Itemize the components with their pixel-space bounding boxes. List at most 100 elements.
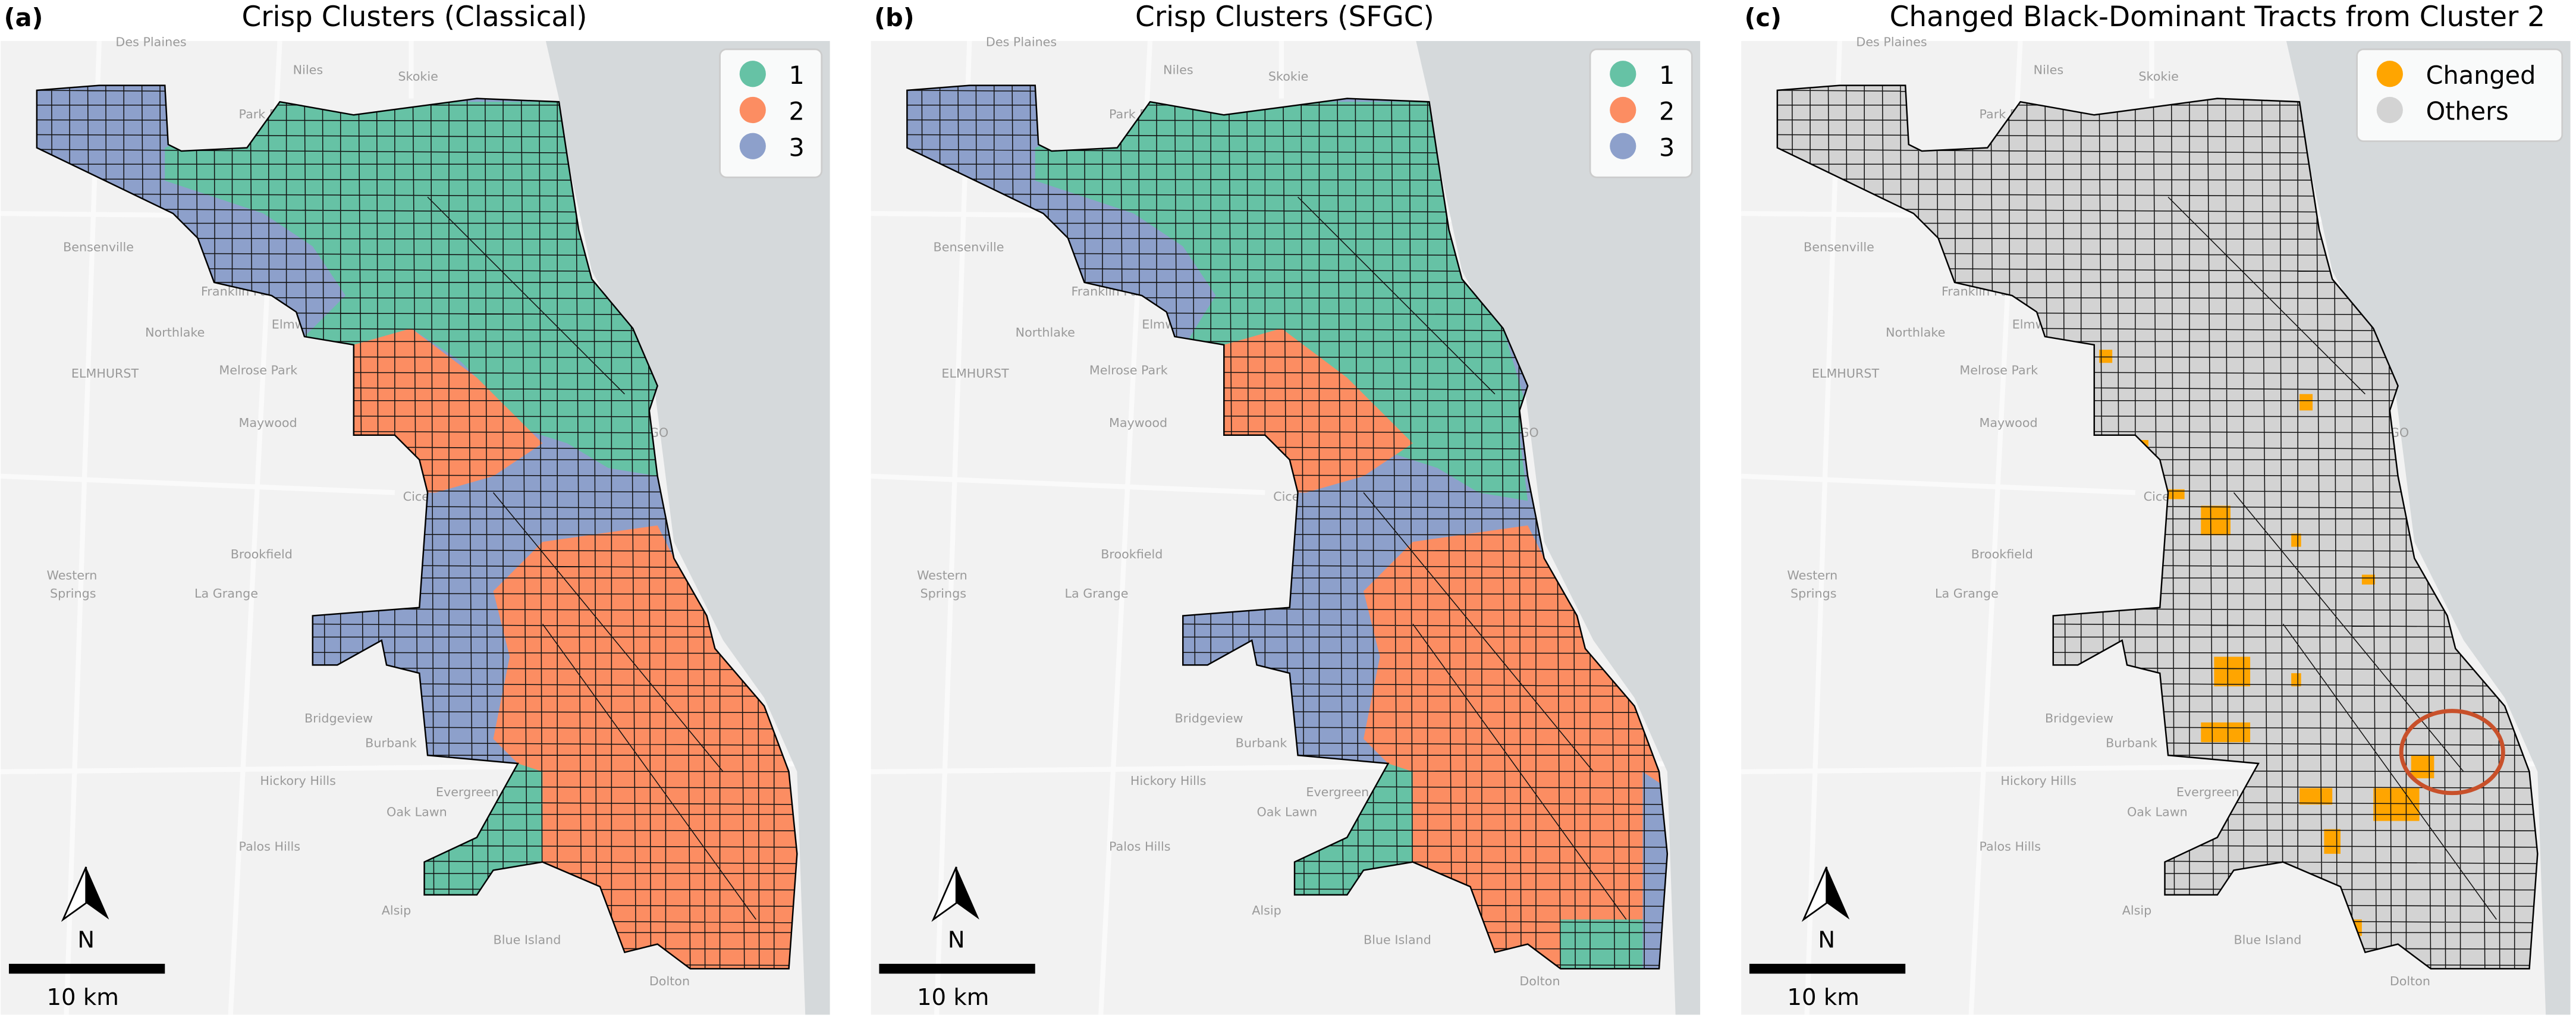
place-label: Alsip <box>382 903 411 918</box>
place-label: Dolton <box>1519 974 1560 988</box>
highlight-circle <box>2399 709 2505 796</box>
place-label: Blue Island <box>2234 933 2302 947</box>
place-label: Bensenville <box>63 240 134 254</box>
legend-box <box>719 48 823 178</box>
legend-marker <box>739 96 766 124</box>
panel-label: (b) <box>874 4 915 32</box>
place-label: Western <box>1787 568 1837 583</box>
place-label: Skokie <box>398 69 438 83</box>
city-border <box>1776 84 2539 970</box>
legend-label: 2 <box>789 98 805 126</box>
legend-marker <box>739 133 766 159</box>
legend-marker <box>1610 61 1636 87</box>
place-label: Burbank <box>1236 736 1287 750</box>
panel-title: Changed Black-Dominant Tracts from Clust… <box>1890 1 2546 33</box>
legend-label: 1 <box>789 61 805 90</box>
place-label: Hickory Hills <box>1130 774 1206 788</box>
place-label: Des Plaines <box>986 34 1057 49</box>
place-label: Bridgeview <box>2045 711 2113 725</box>
changed-tract <box>2299 788 2333 805</box>
place-label: Maywood <box>1109 416 1167 430</box>
place-label: Palos Hills <box>239 839 301 853</box>
changed-tract <box>2214 656 2251 687</box>
place-label: La Grange <box>194 586 258 601</box>
cluster-region <box>1642 771 1667 969</box>
city-border <box>36 84 798 970</box>
place-label: Western <box>46 568 97 583</box>
place-label: Brookfield <box>231 547 293 561</box>
legend-label: 3 <box>789 133 805 162</box>
place-label: Brookfield <box>1101 547 1163 561</box>
place-label: Springs <box>920 586 966 601</box>
changed-tract <box>2099 350 2113 363</box>
place-label: Maywood <box>239 416 297 430</box>
place-label: Alsip <box>1252 903 1281 918</box>
legend-box <box>1589 48 1693 178</box>
changed-tract <box>2201 722 2251 743</box>
place-label: Northlake <box>145 325 205 340</box>
changed-tract <box>2291 533 2301 547</box>
place-label: Burbank <box>2106 736 2157 750</box>
changed-tract <box>2324 829 2341 854</box>
place-label: Hickory Hills <box>2000 774 2076 788</box>
place-label: Western <box>917 568 967 583</box>
changed-tract <box>2291 673 2301 687</box>
panel-title: Crisp Clusters (SFGC) <box>1135 1 1434 33</box>
legend-label: 2 <box>1659 98 1675 126</box>
lake <box>2286 41 2571 1015</box>
place-label: La Grange <box>1935 586 1999 601</box>
place-label: Northlake <box>1886 325 1945 340</box>
tracts <box>907 85 1667 969</box>
cluster-region <box>1364 525 1667 969</box>
lake <box>545 41 830 1015</box>
place-label: Niles <box>293 62 323 77</box>
north-arrow-dark <box>1826 866 1850 920</box>
map-panel: Des PlainesNilesSkokiePark RidgeBensenvi… <box>1741 1 2571 1015</box>
north-arrow-dark <box>956 866 979 920</box>
place-label: Bridgeview <box>1174 711 1243 725</box>
legend-marker <box>1610 96 1636 124</box>
north-label: N <box>77 926 95 953</box>
scale-label: 10 km <box>917 984 989 1011</box>
place-label: Niles <box>1163 62 1193 77</box>
scale-bar <box>879 963 1035 974</box>
north-label: N <box>948 926 965 953</box>
legend-box <box>2356 48 2564 142</box>
legend-label: 1 <box>1659 61 1675 90</box>
legend-marker <box>2376 61 2403 87</box>
legend-marker <box>2376 96 2403 124</box>
place-label: Bridgeview <box>304 711 373 725</box>
place-label: Springs <box>1790 586 1837 601</box>
place-label: Palos Hills <box>1980 839 2041 853</box>
city-border <box>906 84 1669 970</box>
legend-label: Changed <box>2426 61 2536 90</box>
north-label: N <box>1818 926 1835 953</box>
place-label: Oak Lawn <box>2127 805 2188 819</box>
place-label: Dolton <box>649 974 690 988</box>
place-label: Alsip <box>2122 903 2152 918</box>
place-label: Bensenville <box>934 240 1004 254</box>
map-panel: Des PlainesNilesSkokiePark RidgeBensenvi… <box>871 1 1701 1015</box>
changed-tract <box>2201 505 2231 536</box>
place-label: Des Plaines <box>1856 34 1927 49</box>
panel-title: Crisp Clusters (Classical) <box>241 1 587 33</box>
place-label: Melrose Park <box>1959 363 2038 378</box>
place-label: Northlake <box>1016 325 1075 340</box>
cluster-region <box>353 328 543 493</box>
scale-label: 10 km <box>46 984 118 1011</box>
place-label: Hickory Hills <box>260 774 335 788</box>
place-label: Bensenville <box>1804 240 1874 254</box>
place-label: Springs <box>50 586 96 601</box>
tracts <box>36 85 797 969</box>
north-arrow-dark <box>86 866 109 920</box>
place-label: Skokie <box>2138 69 2179 83</box>
changed-tract <box>2299 394 2313 411</box>
scale-bar <box>8 963 165 974</box>
lake <box>1416 41 1701 1015</box>
place-label: ELMHURST <box>71 366 139 381</box>
city <box>1777 85 2538 969</box>
place-label: La Grange <box>1064 586 1128 601</box>
legend-marker <box>1610 133 1636 159</box>
place-label: ELMHURST <box>1812 366 1880 381</box>
